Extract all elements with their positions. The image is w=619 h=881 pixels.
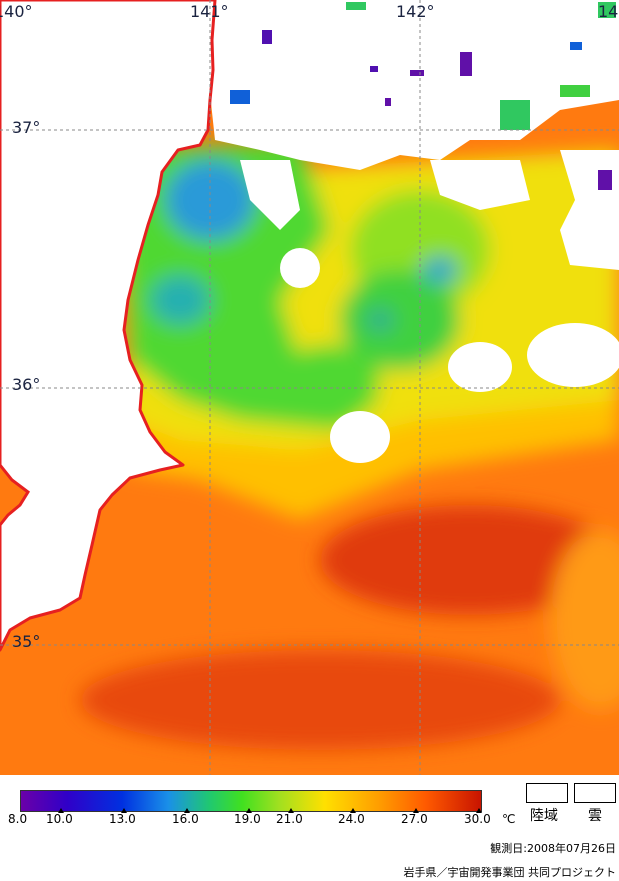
land-legend-label: 陸域 — [530, 808, 558, 824]
lat-label-37: 37° — [12, 118, 41, 137]
lon-label-140: 140° — [0, 2, 33, 21]
colorbar-tick-mark — [121, 808, 127, 813]
lat-label-36: 36° — [12, 375, 41, 394]
observation-date: 観測日:2008年07月26日 — [490, 842, 616, 855]
colorbar-tick-16: 16.0 — [172, 812, 199, 826]
colorbar-tick-mark — [246, 808, 252, 813]
colorbar-unit: ℃ — [502, 812, 516, 826]
colorbar-tick-19: 19.0 — [234, 812, 261, 826]
sst-fragments-north — [230, 2, 616, 190]
land-legend-swatch — [526, 783, 568, 803]
sst-map — [0, 0, 619, 775]
colorbar-tick-mark — [476, 808, 482, 813]
lon-label-142: 142° — [396, 2, 435, 21]
colorbar-tick-mark — [350, 808, 356, 813]
lat-label-35: 35° — [12, 632, 41, 651]
lon-label-141: 141° — [190, 2, 229, 21]
colorbar-tick-mark — [184, 808, 190, 813]
credit-text: 岩手県／宇宙開発事業団 共同プロジェクト — [403, 866, 617, 879]
colorbar-tick-30: 30.0 — [464, 812, 491, 826]
sst-field — [80, 140, 619, 750]
colorbar-tick-27: 27.0 — [401, 812, 428, 826]
cloud-legend-swatch — [574, 783, 616, 803]
peninsula-coast — [0, 464, 30, 526]
colorbar-tick-mark — [288, 808, 294, 813]
graticule — [0, 0, 619, 775]
colorbar-tick-13: 13.0 — [109, 812, 136, 826]
colorbar-tick-10: 10.0 — [46, 812, 73, 826]
colorbar-tick-24: 24.0 — [338, 812, 365, 826]
cloud-legend-label: 雲 — [588, 808, 602, 824]
colorbar-tick-8: 8.0 — [8, 812, 28, 826]
land-mass — [0, 0, 217, 652]
lon-label-143: 14 — [598, 2, 619, 21]
colorbar-tick-21: 21.0 — [276, 812, 303, 826]
colorbar-tick-mark — [58, 808, 64, 813]
colorbar-tick-mark — [413, 808, 419, 813]
